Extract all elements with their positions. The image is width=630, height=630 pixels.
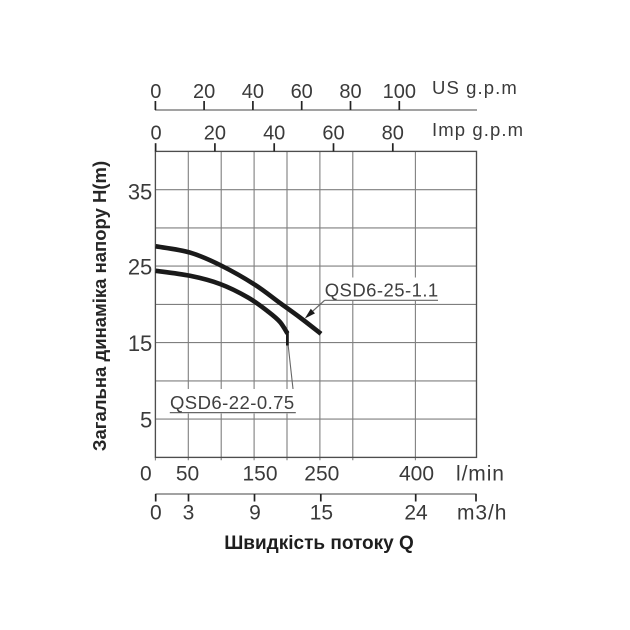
svg-text:80: 80 [382, 123, 404, 145]
svg-text:80: 80 [339, 81, 361, 103]
svg-text:0: 0 [150, 501, 162, 524]
svg-text:5: 5 [140, 407, 152, 432]
svg-text:250: 250 [304, 462, 339, 485]
svg-text:Швидкість потоку Q: Швидкість потоку Q [224, 533, 414, 554]
svg-text:3: 3 [183, 501, 195, 524]
svg-text:9: 9 [249, 501, 261, 524]
svg-text:0: 0 [150, 81, 161, 103]
svg-text:150: 150 [242, 462, 277, 485]
svg-text:m3/h: m3/h [457, 501, 507, 524]
svg-text:25: 25 [128, 254, 152, 279]
svg-text:0: 0 [150, 123, 161, 145]
svg-text:20: 20 [204, 123, 226, 145]
svg-text:15: 15 [128, 331, 152, 356]
svg-text:60: 60 [322, 123, 344, 145]
svg-text:24: 24 [404, 501, 428, 524]
svg-text:l/min: l/min [456, 462, 505, 485]
svg-text:Загальна динаміка напору H(m): Загальна динаміка напору H(m) [89, 161, 110, 451]
svg-text:Imp g.p.m: Imp g.p.m [432, 119, 524, 140]
svg-text:20: 20 [193, 81, 215, 103]
svg-text:40: 40 [263, 123, 285, 145]
svg-text:QSD6-25-1.1: QSD6-25-1.1 [325, 279, 439, 300]
svg-text:50: 50 [176, 462, 199, 485]
svg-text:100: 100 [383, 81, 416, 103]
svg-text:QSD6-22-0.75: QSD6-22-0.75 [170, 392, 295, 413]
svg-text:60: 60 [291, 81, 313, 103]
svg-text:400: 400 [399, 462, 434, 485]
svg-text:40: 40 [242, 81, 264, 103]
svg-text:US g.p.m: US g.p.m [432, 77, 518, 98]
svg-text:35: 35 [128, 180, 152, 205]
svg-text:0: 0 [140, 462, 152, 485]
svg-text:15: 15 [310, 501, 333, 524]
